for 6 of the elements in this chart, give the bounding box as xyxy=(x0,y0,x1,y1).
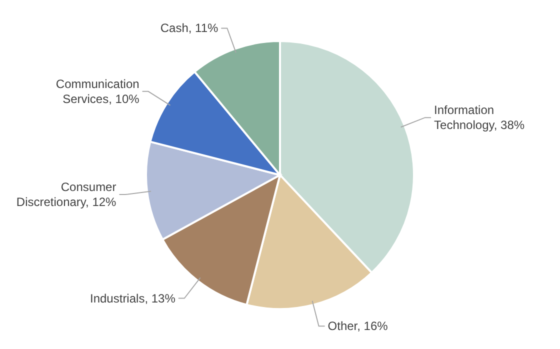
slice-label: Information Technology, 38% xyxy=(434,103,525,132)
slice-label: Communication Services, 10% xyxy=(56,76,140,106)
slice-label: Consumer Discretionary, 12% xyxy=(16,180,117,210)
slice-label: Industrials, 13% xyxy=(90,291,176,306)
slice-label: Cash, 11% xyxy=(160,21,218,36)
slice-label: Other, 16% xyxy=(328,319,388,334)
